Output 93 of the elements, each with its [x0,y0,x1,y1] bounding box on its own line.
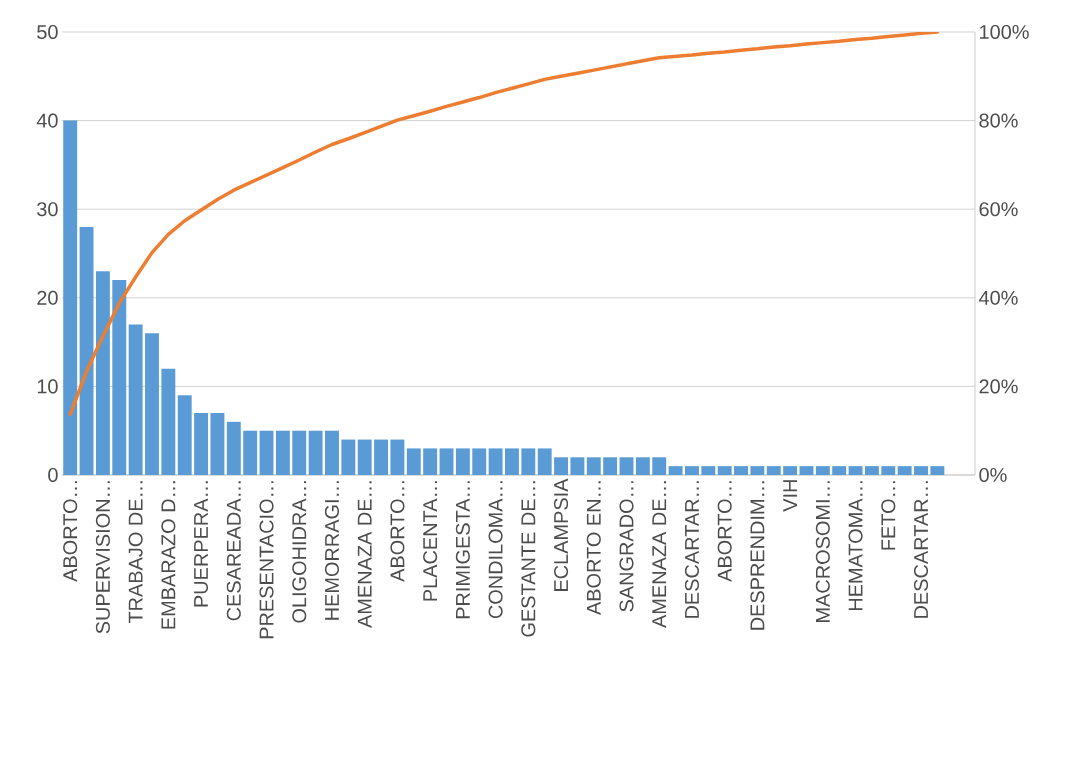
y2-tick-label: 100% [980,24,1029,40]
bar [668,466,683,475]
y-tick-label: 50 [37,24,58,40]
bar [603,457,618,475]
x-tick-label: AMENAZA DE… [652,481,667,628]
bar [505,448,519,475]
bar [832,466,847,475]
bar [472,448,487,475]
x-tick-label: CESAREADA… [226,481,241,621]
x-tick-label: DESCARTAR… [684,481,699,618]
bar [341,439,356,475]
bar [537,448,552,475]
bar [210,412,225,475]
bar [374,439,389,475]
bar [897,466,912,475]
bar [455,448,470,475]
bar [815,466,830,475]
bar [423,448,438,475]
bar [177,395,192,475]
x-tick-label: PRIMIGESTA… [455,481,470,619]
bar [652,457,667,475]
bar [275,430,290,475]
bar [161,368,176,475]
bar [390,439,405,475]
x-tick-label: TRABAJO DE… [128,481,143,624]
bar [145,333,159,475]
bar [243,430,258,475]
x-tick-label: MACROSOMI… [815,481,830,622]
x-tick-label: ECLAMPSIA [554,478,569,591]
bar [914,466,928,475]
x-tick-label: SANGRADO… [619,481,634,612]
x-tick-label: EMBARAZO D… [161,481,176,629]
x-tick-label: FETO… [881,481,896,550]
bar [554,457,568,475]
x-tick-label: PUERPERA… [194,481,209,607]
bar [521,448,536,475]
x-tick-label: PLACENTA… [423,481,438,601]
bar [717,466,732,475]
x-tick-label: CONDILOMA… [488,481,503,619]
bar [881,466,896,475]
y-tick-label: 20 [37,290,58,305]
x-tick-label: VIH [783,480,797,512]
x-tick-label: SUPERVISION… [95,481,110,634]
bar [734,466,748,475]
bar [406,448,421,475]
bar [488,448,503,475]
y2-tick-label: 40% [978,290,1018,305]
bar [684,466,699,475]
y-tick-label: 30 [37,202,58,217]
bar [325,430,339,475]
x-tick-label: ABORTO… [390,481,405,582]
x-tick-label: ABORTO… [63,481,78,582]
bar [226,421,241,475]
bar [570,457,585,475]
x-tick-label: DESCARTAR… [913,481,929,618]
bar [766,466,781,475]
x-tick-label: HEMATOMA… [848,481,863,611]
y2-tick-label: 20% [979,379,1018,394]
bar [259,430,274,475]
x-tick-label: ABORTO EN… [586,481,601,616]
bar [194,412,209,475]
bar [79,226,94,475]
x-tick-label: PRESENTACIO… [259,481,274,639]
x-tick-label: HEMORRAGI… [324,481,340,620]
bar [750,466,765,475]
x-tick-label: GESTANTE DE… [521,481,536,637]
bar [292,430,307,475]
y2-tick-label: 0% [979,467,1007,483]
y2-tick-label: 60% [979,202,1018,217]
x-tick-label: ABORTO… [717,481,732,582]
x-tick-label: OLIGOHIDRA… [292,481,307,623]
bar [864,466,879,475]
bar [848,466,863,475]
bar [439,448,454,475]
bar [95,271,110,475]
bar [783,466,798,475]
bar [112,280,127,475]
y-tick-label: 10 [37,379,58,394]
y2-tick-label: 80% [979,113,1018,128]
bar [799,466,814,475]
x-tick-label: AMENAZA DE… [357,481,372,628]
y-tick-label: 0 [48,467,58,483]
x-tick-label: DESPRENDIM… [750,481,765,630]
bar [586,457,601,475]
bar [128,324,143,475]
bar [635,457,650,475]
bar [63,120,78,475]
bar [308,430,323,475]
bar [701,466,716,475]
bar [619,457,634,475]
bar [930,466,945,475]
y-tick-label: 40 [36,113,58,128]
bar [357,439,372,475]
